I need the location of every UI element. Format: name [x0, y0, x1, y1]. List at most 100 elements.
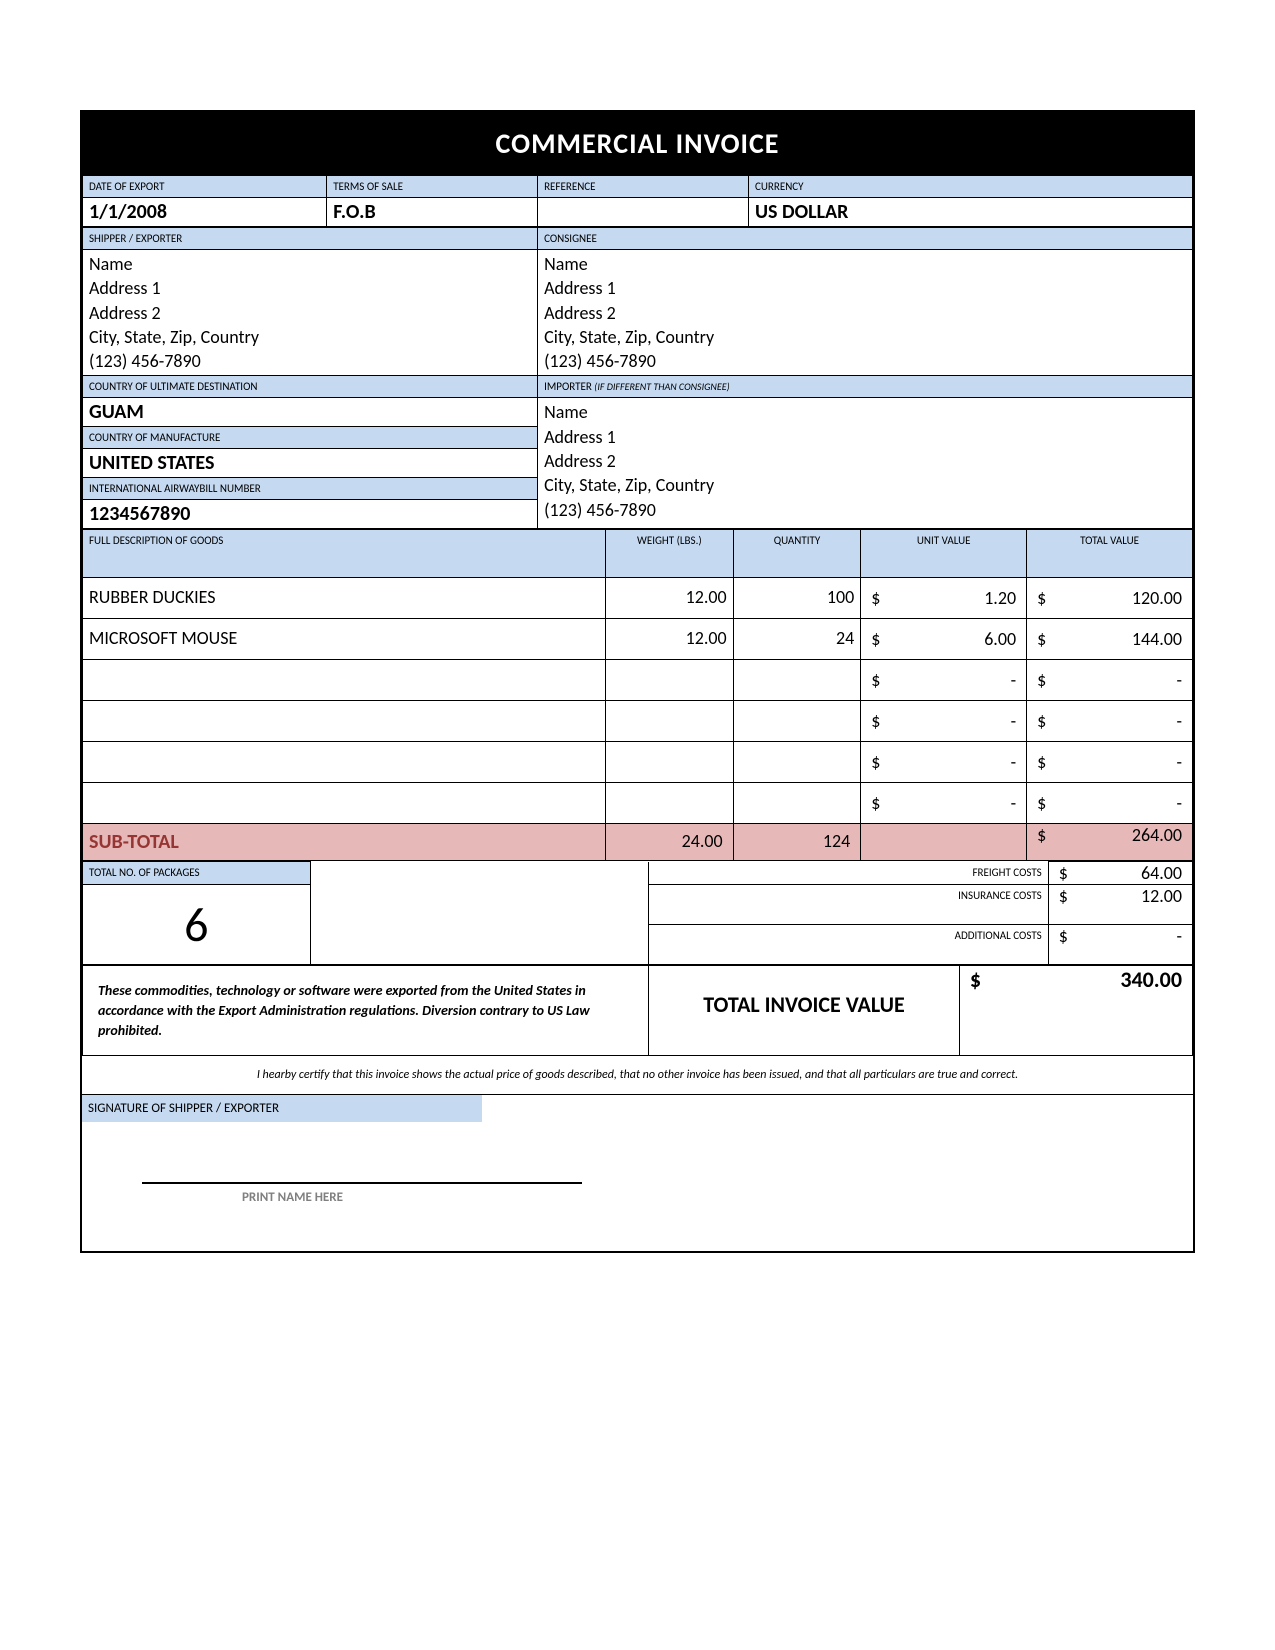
disclaimer-text: These commodities, technology or softwar… [83, 966, 649, 1056]
label-terms-sale: TERMS OF SALE [327, 176, 538, 198]
goods-row: $-$- [83, 660, 1193, 701]
goods-row: $-$- [83, 742, 1193, 783]
goods-weight [606, 660, 734, 701]
insurance-value-cell: $12.00 [1048, 885, 1192, 925]
consignee-address2: Address 2 [544, 301, 1186, 325]
subtotal-label: SUB-TOTAL [83, 824, 606, 861]
value-currency: US DOLLAR [748, 198, 1192, 227]
total-table: These commodities, technology or softwar… [82, 965, 1193, 1056]
goods-unit-value: $- [861, 742, 1027, 783]
goods-description [83, 783, 606, 824]
packages-costs-table: TOTAL NO. OF PACKAGES FREIGHT COSTS $64.… [82, 861, 1193, 965]
shipper-address1: Address 1 [89, 276, 531, 300]
goods-total-value: $144.00 [1027, 619, 1193, 660]
goods-description [83, 701, 606, 742]
shipper-address2: Address 2 [89, 301, 531, 325]
label-consignee: CONSIGNEE [538, 228, 1193, 250]
goods-quantity [733, 660, 861, 701]
goods-unit-value: $6.00 [861, 619, 1027, 660]
label-reference: REFERENCE [538, 176, 749, 198]
goods-description [83, 742, 606, 783]
shipper-city: City, State, Zip, Country [89, 325, 531, 349]
label-importer: IMPORTER (IF DIFFERENT THAN CONSIGNEE) [538, 376, 1193, 398]
destination-importer-table: COUNTRY OF ULTIMATE DESTINATION IMPORTER… [82, 375, 1193, 529]
label-currency: CURRENCY [748, 176, 1192, 198]
shipper-block: Name Address 1 Address 2 City, State, Zi… [83, 250, 538, 376]
goods-quantity: 100 [733, 578, 861, 619]
subtotal-weight: 24.00 [606, 824, 734, 861]
packages-number: 6 [83, 885, 311, 965]
label-insurance: INSURANCE COSTS [649, 885, 1049, 925]
importer-block: Name Address 1 Address 2 City, State, Zi… [538, 398, 1193, 529]
shipper-name: Name [89, 252, 531, 276]
goods-row: RUBBER DUCKIES12.00100$1.20$120.00 [83, 578, 1193, 619]
goods-weight [606, 783, 734, 824]
goods-unit-value: $- [861, 660, 1027, 701]
goods-quantity [733, 742, 861, 783]
subtotal-unit-empty [861, 824, 1027, 861]
goods-total-value: $- [1027, 660, 1193, 701]
goods-row: $-$- [83, 783, 1193, 824]
goods-total-value: $120.00 [1027, 578, 1193, 619]
col-total-value: TOTAL VALUE [1027, 530, 1193, 578]
col-description: FULL DESCRIPTION OF GOODS [83, 530, 606, 578]
goods-total-value: $- [1027, 783, 1193, 824]
goods-unit-value: $- [861, 783, 1027, 824]
col-weight: WEIGHT (LBS.) [606, 530, 734, 578]
goods-quantity: 24 [733, 619, 861, 660]
goods-row: MICROSOFT MOUSE12.0024$6.00$144.00 [83, 619, 1193, 660]
value-country-dest: GUAM [83, 398, 537, 427]
consignee-block: Name Address 1 Address 2 City, State, Zi… [538, 250, 1193, 376]
consignee-city: City, State, Zip, Country [544, 325, 1186, 349]
goods-total-value: $- [1027, 701, 1193, 742]
goods-description: RUBBER DUCKIES [83, 578, 606, 619]
total-invoice-label: TOTAL INVOICE VALUE [649, 966, 960, 1056]
importer-phone: (123) 456-7890 [544, 498, 1186, 522]
left-country-block: GUAM COUNTRY OF MANUFACTURE UNITED STATE… [83, 398, 538, 529]
label-country-dest: COUNTRY OF ULTIMATE DESTINATION [83, 376, 538, 398]
subtotal-row: SUB-TOTAL 24.00 124 $264.00 [83, 824, 1193, 861]
consignee-phone: (123) 456-7890 [544, 349, 1186, 373]
additional-value-cell: $- [1048, 925, 1192, 965]
subtotal-value-cell: $264.00 [1027, 824, 1193, 861]
importer-address1: Address 1 [544, 425, 1186, 449]
col-quantity: QUANTITY [733, 530, 861, 578]
goods-weight [606, 742, 734, 783]
goods-weight: 12.00 [606, 578, 734, 619]
value-date-export: 1/1/2008 [83, 198, 327, 227]
pkg-spacer [310, 862, 649, 965]
goods-unit-value: $- [861, 701, 1027, 742]
goods-quantity [733, 701, 861, 742]
value-reference [538, 198, 749, 227]
invoice-title: COMMERCIAL INVOICE [82, 112, 1193, 175]
goods-description: MICROSOFT MOUSE [83, 619, 606, 660]
parties-table: SHIPPER / EXPORTER CONSIGNEE Name Addres… [82, 227, 1193, 375]
goods-unit-value: $1.20 [861, 578, 1027, 619]
goods-row: $-$- [83, 701, 1193, 742]
freight-value-cell: $64.00 [1048, 862, 1192, 885]
subtotal-qty: 124 [733, 824, 861, 861]
label-date-export: DATE OF EXPORT [83, 176, 327, 198]
goods-total-value: $- [1027, 742, 1193, 783]
commercial-invoice: COMMERCIAL INVOICE DATE OF EXPORT TERMS … [80, 110, 1195, 1253]
goods-description [83, 660, 606, 701]
label-additional: ADDITIONAL COSTS [649, 925, 1049, 965]
consignee-name: Name [544, 252, 1186, 276]
value-terms-sale: F.O.B [327, 198, 538, 227]
shipper-phone: (123) 456-7890 [89, 349, 531, 373]
label-country-mfg: COUNTRY OF MANUFACTURE [83, 427, 537, 449]
goods-quantity [733, 783, 861, 824]
value-airwaybill: 1234567890 [83, 500, 537, 529]
certification-text: I hearby certify that this invoice shows… [82, 1056, 1193, 1094]
importer-address2: Address 2 [544, 449, 1186, 473]
print-name-label: PRINT NAME HERE [142, 1182, 582, 1211]
importer-city: City, State, Zip, Country [544, 473, 1186, 497]
col-unit-value: UNIT VALUE [861, 530, 1027, 578]
goods-table: FULL DESCRIPTION OF GOODS WEIGHT (LBS.) … [82, 529, 1193, 861]
label-freight: FREIGHT COSTS [649, 862, 1049, 885]
importer-name: Name [544, 400, 1186, 424]
goods-weight [606, 701, 734, 742]
total-invoice-value-cell: $340.00 [959, 966, 1192, 1056]
signature-label: SIGNATURE OF SHIPPER / EXPORTER [82, 1095, 482, 1122]
label-total-packages: TOTAL NO. OF PACKAGES [83, 862, 311, 885]
